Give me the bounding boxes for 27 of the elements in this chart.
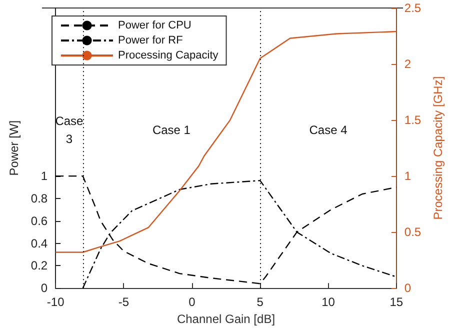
annotation: Case 3 — [55, 114, 84, 146]
y-tick-label: 0.6 — [30, 214, 48, 228]
y2-tick-label: 0 — [404, 281, 412, 296]
x-tick-label: 0 — [188, 295, 196, 310]
x-axis-title: Channel Gain [dB] — [176, 312, 276, 326]
legend-label: Processing Capacity — [118, 50, 219, 62]
y2-axis-title: Processing Capacity [GHz] — [431, 76, 445, 220]
legend-label: Power for CPU — [118, 20, 192, 32]
x-tick-label: -10 — [46, 295, 65, 310]
annotation: Case 4 — [309, 123, 348, 137]
y-tick-label: 0 — [40, 281, 48, 296]
y-tick-label: 0.4 — [30, 236, 48, 250]
x-tick-label: 5 — [256, 295, 264, 310]
x-tick-label: -5 — [118, 295, 130, 310]
y-axis-title: Power [W] — [7, 120, 21, 176]
y2-tick-label: 0.5 — [404, 225, 422, 240]
annotation: Case 1 — [152, 123, 191, 137]
y-tick-label: 1 — [40, 169, 48, 184]
x-tick-label: 10 — [322, 295, 336, 310]
x-tick-label: 15 — [390, 295, 404, 310]
y-tick-label: 0.8 — [30, 191, 48, 206]
y2-tick-label: 2 — [404, 57, 412, 72]
y-tick-label: 0.2 — [30, 258, 48, 273]
y2-tick-label: 1.5 — [404, 113, 422, 128]
y2-tick-label: 1 — [404, 169, 412, 184]
y2-tick-label: 2.5 — [404, 1, 422, 15]
legend-label: Power for RF — [118, 34, 184, 46]
